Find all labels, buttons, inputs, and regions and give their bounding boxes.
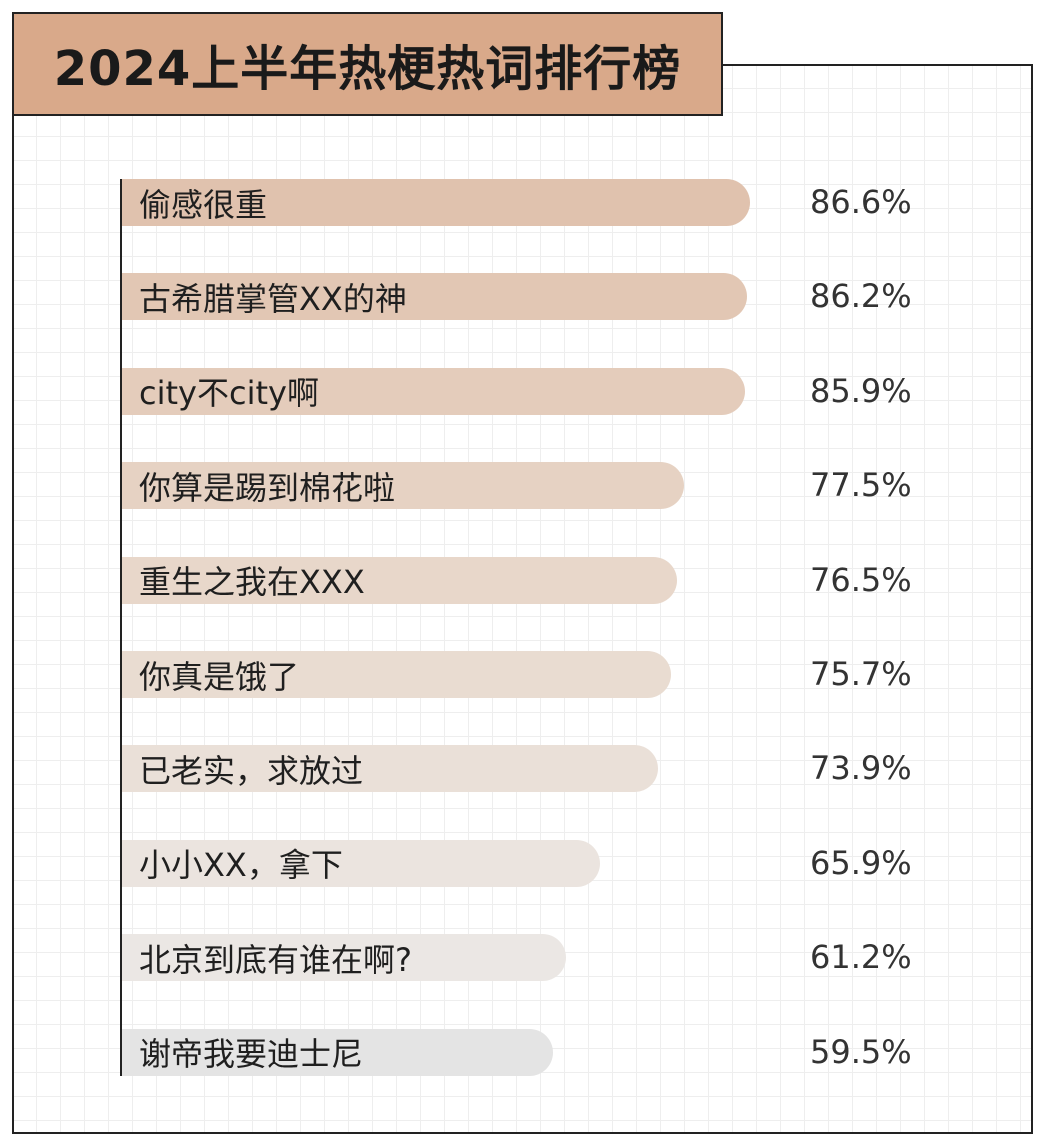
- category-label: 古希腊掌管XX的神: [139, 279, 407, 318]
- bar: city不city啊: [122, 367, 745, 415]
- value-label: 59.5%: [810, 1032, 912, 1071]
- category-label: 小小XX，拿下: [139, 846, 343, 885]
- title-banner: 2024上半年热梗热词排行榜: [12, 12, 723, 116]
- category-label: city不city啊: [139, 374, 319, 413]
- chart-title: 2024上半年热梗热词排行榜: [53, 41, 682, 97]
- value-label: 61.2%: [810, 938, 912, 977]
- bar: 北京到底有谁在啊?: [122, 934, 566, 982]
- bar: 小小XX，拿下: [122, 839, 600, 887]
- bar: 偷感很重: [122, 179, 750, 226]
- category-label: 已老实，求放过: [139, 751, 364, 790]
- value-label: 76.5%: [810, 560, 912, 599]
- bar: 重生之我在XXX: [122, 556, 677, 604]
- value-label: 86.6%: [810, 183, 912, 221]
- value-label: 75.7%: [810, 655, 912, 693]
- bar: 你真是饿了: [122, 651, 671, 698]
- value-label: 73.9%: [810, 749, 912, 788]
- category-axis-line: [120, 179, 122, 1076]
- value-label: 77.5%: [810, 466, 912, 505]
- category-label: 重生之我在XXX: [139, 563, 365, 602]
- value-label: 86.2%: [810, 277, 912, 316]
- category-label: 北京到底有谁在啊?: [139, 940, 412, 979]
- category-label: 你算是踢到棉花啦: [139, 468, 396, 507]
- bar: 谢帝我要迪士尼: [122, 1028, 554, 1076]
- bar: 已老实，求放过: [122, 745, 658, 793]
- value-label: 85.9%: [810, 371, 912, 410]
- category-label: 偷感很重: [139, 185, 268, 224]
- bar: 你算是踢到棉花啦: [122, 462, 684, 510]
- value-label: 65.9%: [810, 843, 912, 882]
- bar: 古希腊掌管XX的神: [122, 273, 748, 321]
- category-label: 你真是饿了: [139, 657, 300, 696]
- category-label: 谢帝我要迪士尼: [139, 1035, 364, 1074]
